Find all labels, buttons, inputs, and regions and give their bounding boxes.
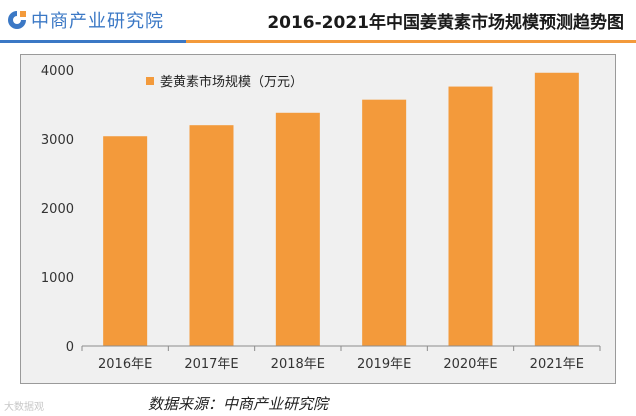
- y-tick-label: 3000: [41, 133, 74, 148]
- logo-mark-icon: [8, 11, 26, 29]
- x-tick-label: 2016年E: [98, 357, 152, 372]
- page-title: 2016-2021年中国姜黄素市场规模预测趋势图: [267, 13, 624, 33]
- y-tick-label: 4000: [41, 64, 74, 79]
- logo-text: 中商产业研究院: [31, 11, 164, 32]
- y-axis: 0 1000 2000 3000 4000: [41, 64, 74, 355]
- header-rule-orange: [186, 40, 636, 43]
- y-tick-label: 0: [66, 340, 74, 355]
- bar: [534, 72, 579, 346]
- legend-swatch: [146, 77, 154, 85]
- x-tick-label: 2018年E: [271, 357, 325, 372]
- source-note: 数据来源：中商产业研究院: [148, 395, 329, 413]
- x-tick-label: 2020年E: [443, 357, 497, 372]
- x-tick-label: 2017年E: [184, 357, 238, 372]
- header-rule-blue: [0, 40, 186, 43]
- header: 中商产业研究院 2016-2021年中国姜黄素市场规模预测趋势图: [0, 0, 636, 44]
- bar: [362, 99, 407, 346]
- legend: 姜黄素市场规模（万元）: [146, 74, 303, 90]
- watermark: 大数据观: [4, 402, 44, 413]
- y-tick-label: 2000: [41, 202, 74, 217]
- y-tick-label: 1000: [41, 271, 74, 286]
- bar: [448, 86, 493, 346]
- x-axis: 2016年E 2017年E 2018年E 2019年E 2020年E 2021年E: [81, 345, 601, 372]
- bar-chart: 0 1000 2000 3000 4000 2016年E 2017年E 2018年E 2019…: [41, 64, 601, 372]
- logo: 中商产业研究院: [6, 6, 164, 34]
- bar: [103, 136, 148, 346]
- bar: [275, 112, 320, 346]
- x-tick-label: 2021年E: [530, 357, 584, 372]
- x-tick-label: 2019年E: [357, 357, 411, 372]
- bar: [189, 125, 234, 346]
- legend-label: 姜黄素市场规模（万元）: [160, 74, 303, 90]
- bars: [103, 72, 579, 346]
